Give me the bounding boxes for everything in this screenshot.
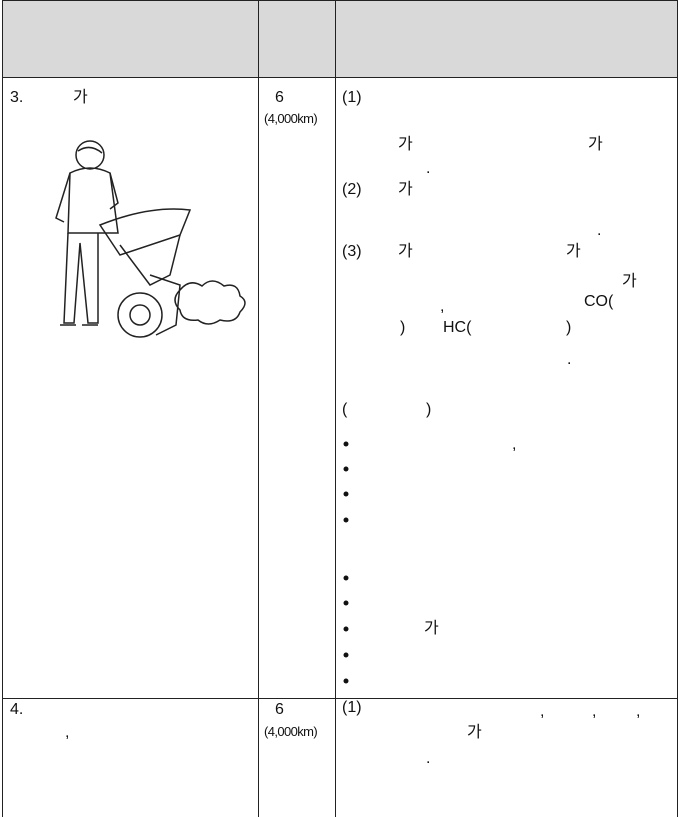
- item-text: 4.: [10, 701, 24, 718]
- period-text: (4,000km): [264, 111, 318, 126]
- note-text: ,: [512, 436, 517, 453]
- note-text: 가: [398, 243, 413, 260]
- rule: [2, 77, 677, 78]
- header-row: [2, 0, 677, 77]
- note-text: .: [597, 222, 602, 239]
- rule: [258, 0, 259, 817]
- note-text: .: [567, 351, 572, 368]
- item-text: 가: [73, 89, 88, 106]
- bullet-list-markers: [343, 441, 349, 684]
- note-text: (2): [342, 181, 362, 198]
- note-text: HC(: [443, 319, 472, 336]
- note-text: .: [426, 160, 431, 177]
- note-text: ,: [540, 703, 545, 720]
- note-text: CO(: [584, 293, 614, 310]
- note-text: 가: [588, 136, 603, 153]
- note-text: (: [342, 401, 348, 418]
- period-text: 6: [275, 701, 284, 718]
- period-text: 6: [275, 89, 284, 106]
- note-text: ): [400, 319, 406, 336]
- rule: [2, 0, 3, 817]
- note-text: 가: [566, 243, 581, 260]
- note-text: ): [426, 401, 432, 418]
- note-text: ): [566, 319, 572, 336]
- note-text: 가: [424, 620, 439, 637]
- note-text: (1): [342, 699, 362, 716]
- note-text: 가: [467, 724, 482, 741]
- rule: [2, 698, 677, 699]
- note-text: 가: [398, 181, 413, 198]
- note-text: 가: [622, 273, 637, 290]
- note-text: (1): [342, 89, 362, 106]
- note-text: ,: [440, 298, 445, 315]
- note-text: ,: [636, 703, 641, 720]
- item-text: 3.: [10, 89, 24, 106]
- note-text: ,: [592, 703, 597, 720]
- scooter-illustration: [55, 140, 246, 338]
- period-text: (4,000km): [264, 724, 318, 739]
- note-text: .: [426, 750, 431, 767]
- rule: [2, 0, 677, 1]
- note-text: 가: [398, 136, 413, 153]
- note-text: (3): [342, 243, 362, 260]
- rule: [335, 0, 336, 817]
- item-text: ,: [65, 724, 70, 741]
